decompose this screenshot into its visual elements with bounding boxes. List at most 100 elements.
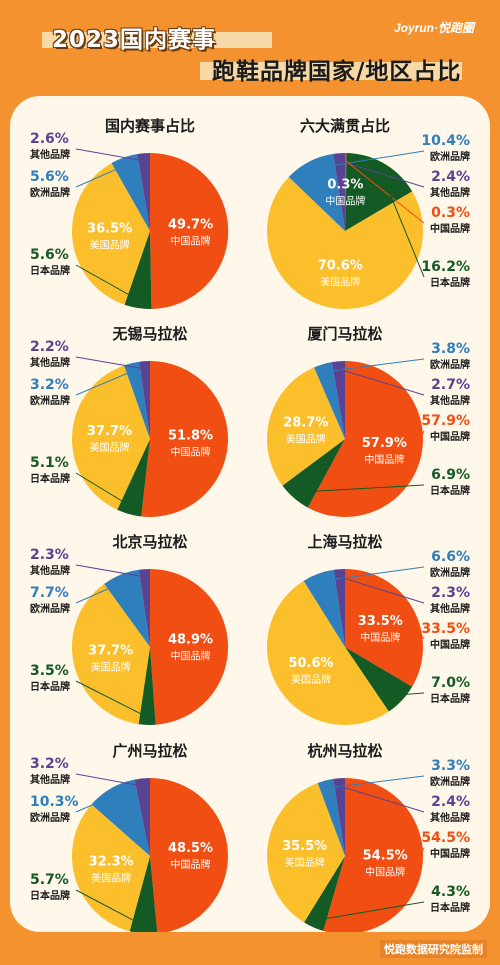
- pie-slice: [282, 439, 345, 508]
- slice-label: 日本品牌: [430, 692, 470, 705]
- pie-slice: [72, 365, 150, 510]
- pie-chart-8: 杭州马拉松54.5%中国品牌35.5%美国品牌3.3%欧洲品牌2.4%其他品牌5…: [267, 742, 470, 932]
- data-label: 70.6%: [318, 258, 363, 273]
- chart-title: 北京马拉松: [112, 533, 187, 551]
- leader-line: [338, 368, 425, 396]
- slice-label: 美国品牌: [285, 856, 325, 869]
- pie-slice: [331, 361, 345, 439]
- pie-slice: [333, 153, 345, 231]
- pie-slice: [345, 647, 413, 712]
- pie-slice: [150, 152, 229, 309]
- data-label: 2.4%: [431, 794, 470, 810]
- page-subtitle: 跑鞋品牌国家/地区占比: [212, 59, 462, 85]
- data-label: 0.3%: [431, 205, 470, 221]
- title-highlight: [42, 32, 272, 48]
- pie-chart-5: 北京马拉松 48.9% 中国品牌 37.7% 美国品牌 2.3%其他品牌 7.7%欧洲品牌 3…: [30, 533, 229, 726]
- pie-slice: [134, 778, 150, 856]
- slice-label: 欧洲品牌: [30, 602, 70, 615]
- data-label: 16.2%: [421, 259, 470, 275]
- pie-slice: [345, 569, 424, 687]
- pie-slice: [141, 361, 229, 517]
- leader-line: [412, 430, 425, 457]
- slice-label: 日本品牌: [430, 276, 470, 289]
- leader-line: [75, 164, 127, 188]
- data-label: 57.9%: [362, 436, 407, 451]
- slice-label: 美国品牌: [91, 872, 131, 885]
- slice-label: 中国品牌: [430, 430, 470, 443]
- data-label: 2.3%: [431, 585, 470, 601]
- pie-chart-2: 六大满贯占比0.3%中国品牌70.6%美国品牌10.4%欧洲品牌2.4%其他品牌…: [267, 117, 470, 309]
- slice-label: 其他品牌: [430, 186, 470, 199]
- leader-line: [345, 160, 425, 224]
- leader-line: [75, 264, 140, 301]
- pie-slice: [138, 647, 156, 726]
- data-label: 50.6%: [288, 656, 333, 671]
- slice-label: 日本品牌: [430, 484, 470, 497]
- slice-label: 其他品牌: [430, 394, 470, 407]
- slice-label: 欧洲品牌: [30, 394, 70, 407]
- footer-credit: 悦跑数据研究院监制: [380, 940, 487, 958]
- slice-label: 中国品牌: [364, 453, 404, 466]
- slice-label: 中国品牌: [325, 194, 365, 207]
- slice-label: 中国品牌: [171, 235, 211, 248]
- pie-slice: [129, 856, 158, 932]
- leader-line: [339, 576, 425, 604]
- data-label: 2.7%: [431, 377, 470, 393]
- data-label: 3.5%: [30, 663, 69, 679]
- slice-label: 美国品牌: [91, 661, 131, 674]
- data-label: 4.3%: [431, 884, 470, 900]
- slice-label: 中国品牌: [430, 638, 470, 651]
- pie-slice: [150, 569, 229, 725]
- data-label: 48.9%: [168, 633, 213, 648]
- leader-line: [75, 889, 145, 927]
- data-label: 6.9%: [431, 467, 470, 483]
- chart-title: 无锡马拉松: [111, 325, 187, 343]
- data-label: 37.7%: [87, 424, 132, 439]
- slice-label: 其他品牌: [30, 356, 70, 369]
- pie-slice: [333, 778, 345, 856]
- pie-slice: [345, 152, 347, 231]
- data-label: 3.3%: [431, 758, 470, 774]
- leader-line: [405, 611, 425, 640]
- pie-slice: [137, 153, 150, 231]
- leader-line: [299, 484, 425, 493]
- pie-slice: [288, 153, 345, 231]
- pie-slice: [303, 569, 345, 647]
- pie-slice: [314, 362, 345, 439]
- leader-line: [75, 370, 134, 396]
- data-label: 33.5%: [421, 621, 470, 637]
- data-label: 2.3%: [30, 547, 69, 563]
- data-label: 3.8%: [431, 341, 470, 357]
- slice-label: 欧洲品牌: [430, 358, 470, 371]
- leader-line: [396, 692, 425, 696]
- leader-line: [339, 785, 425, 813]
- data-label: 5.6%: [30, 247, 69, 263]
- pie-slice: [117, 439, 150, 517]
- data-label: 0.3%: [327, 177, 363, 192]
- data-label: 5.6%: [30, 169, 69, 185]
- pie-slice: [124, 231, 152, 310]
- pie-slice: [71, 804, 150, 932]
- leader-line: [75, 794, 115, 813]
- leader-line: [312, 150, 425, 170]
- data-label: 3.2%: [30, 377, 69, 393]
- data-label: 5.7%: [30, 872, 69, 888]
- data-label: 32.3%: [89, 855, 134, 870]
- brand-logo: Joyrun·悦跑圈: [394, 21, 475, 35]
- slice-label: 中国品牌: [360, 631, 400, 644]
- slice-label: 欧洲品牌: [430, 775, 470, 788]
- chart-title: 广州马拉松: [112, 742, 187, 760]
- pie-slice: [307, 361, 423, 517]
- pie-slice: [304, 856, 345, 931]
- data-label: 57.9%: [421, 413, 470, 429]
- data-label: 7.0%: [431, 675, 470, 691]
- leader-line: [414, 847, 425, 867]
- pie-slice: [323, 778, 424, 932]
- slice-label: 中国品牌: [430, 222, 470, 235]
- leader-line: [379, 170, 425, 278]
- pie-slice: [139, 361, 150, 439]
- slice-label: 欧洲品牌: [30, 811, 70, 824]
- pie-slice: [72, 163, 150, 305]
- pie-chart-6: 上海马拉松33.5%中国品牌50.6%美国品牌6.6%欧洲品牌2.3%其他品牌3…: [266, 533, 470, 726]
- chart-title: 厦门马拉松: [307, 325, 382, 343]
